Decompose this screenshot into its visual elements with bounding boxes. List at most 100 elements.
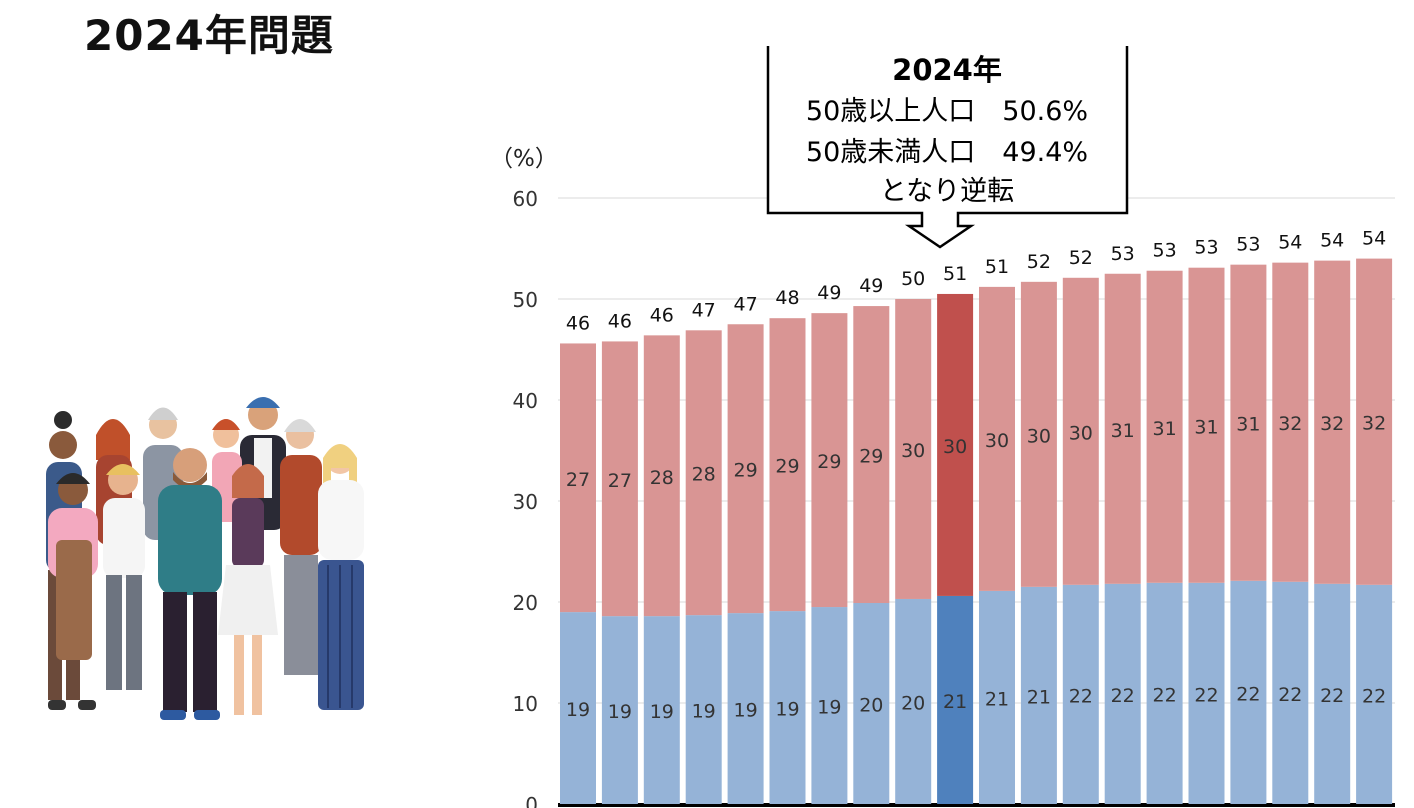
lower-value-label: 19: [650, 701, 674, 723]
lower-value-label: 22: [1153, 684, 1177, 706]
callout-box: 2024年 50歳以上人口 50.6% 50歳未満人口 49.4% となり逆転: [766, 46, 1129, 249]
bar-upper: [769, 318, 806, 612]
upper-value-label: 30: [901, 440, 925, 462]
total-value-label: 53: [1111, 243, 1135, 265]
bar-upper: [1230, 264, 1267, 581]
lower-value-label: 22: [1320, 685, 1344, 707]
lower-value-label: 21: [1027, 686, 1051, 708]
lower-value-label: 19: [734, 700, 758, 722]
callout-outline: [766, 46, 1129, 249]
y-tick-label: 40: [513, 389, 538, 413]
bar-lower: [937, 595, 974, 804]
bar-lower: [1188, 582, 1225, 804]
lower-value-label: 22: [1194, 684, 1218, 706]
person-front-3: [158, 448, 222, 720]
total-value-label: 47: [692, 299, 716, 321]
upper-value-label: 31: [1194, 416, 1218, 438]
total-value-label: 54: [1362, 228, 1386, 250]
total-value-label: 54: [1320, 230, 1344, 252]
bar-lower: [769, 611, 806, 804]
upper-value-label: 32: [1278, 413, 1302, 435]
upper-value-label: 31: [1236, 414, 1260, 436]
bar-lower: [979, 590, 1015, 804]
bar-upper: [1356, 258, 1393, 585]
person-back-5: [280, 419, 322, 675]
total-value-label: 51: [985, 256, 1009, 278]
total-value-label: 46: [566, 312, 590, 334]
lower-value-label: 22: [1236, 683, 1260, 705]
bar-upper: [979, 286, 1015, 591]
lower-value-label: 22: [1278, 684, 1302, 706]
bar-lower: [853, 603, 890, 804]
bar-upper: [560, 343, 596, 613]
total-value-label: 54: [1278, 232, 1302, 254]
bar-lower: [643, 616, 680, 804]
total-value-label: 49: [859, 275, 883, 297]
upper-value-label: 29: [775, 456, 799, 478]
total-value-label: 53: [1236, 234, 1260, 256]
total-value-label: 46: [650, 304, 674, 326]
bar-upper: [895, 299, 932, 599]
upper-value-label: 29: [734, 460, 758, 482]
lower-value-label: 21: [943, 691, 967, 713]
upper-value-label: 27: [566, 469, 590, 491]
bar-upper: [1020, 281, 1057, 587]
total-value-label: 49: [817, 282, 841, 304]
upper-value-label: 30: [943, 436, 967, 458]
bar-lower: [560, 612, 596, 804]
y-tick-label: 20: [513, 591, 538, 615]
upper-value-label: 27: [608, 470, 632, 492]
upper-value-label: 29: [817, 451, 841, 473]
upper-value-label: 32: [1320, 413, 1344, 435]
lower-value-label: 19: [817, 697, 841, 719]
callout-line-4: となり逆転: [880, 176, 1014, 207]
total-value-label: 53: [1153, 240, 1177, 262]
y-tick-label: 60: [513, 187, 538, 211]
bar-lower: [685, 615, 722, 804]
callout-line-1: 2024年: [892, 53, 1002, 87]
bar-upper: [1062, 277, 1099, 585]
total-value-label: 47: [734, 293, 758, 315]
bar-upper: [1188, 267, 1225, 583]
bar-upper: [1104, 273, 1141, 584]
data-labels: 19 27 46 19 27 46 19 28 46 19 28 47 19 29 47 19 29 48 19 29…: [566, 228, 1386, 723]
grid-lines: [558, 197, 1395, 704]
lower-value-label: 22: [1069, 685, 1093, 707]
lower-value-label: 20: [901, 692, 925, 714]
lower-value-label: 19: [775, 699, 799, 721]
bar-upper: [811, 313, 848, 608]
bar-lower: [1062, 584, 1099, 804]
bar-lower: [1146, 582, 1183, 804]
upper-value-label: 30: [1069, 422, 1093, 444]
bar-lower: [1230, 580, 1267, 804]
upper-value-label: 32: [1362, 413, 1386, 435]
bar-lower: [601, 616, 638, 804]
bar-lower: [1356, 584, 1393, 804]
total-value-label: 52: [1069, 247, 1093, 269]
total-value-label: 50: [901, 268, 925, 290]
total-value-label: 48: [775, 287, 799, 309]
bar-lower: [895, 598, 932, 804]
bar-upper: [727, 324, 764, 614]
page-title: 2024年問題: [84, 11, 334, 60]
lower-value-label: 22: [1362, 685, 1386, 707]
total-value-label: 52: [1027, 251, 1051, 273]
y-tick-label: 30: [513, 490, 538, 514]
lower-value-label: 22: [1111, 685, 1135, 707]
lower-value-label: 19: [608, 701, 632, 723]
upper-value-label: 31: [1111, 420, 1135, 442]
bar-upper: [937, 293, 974, 596]
total-value-label: 46: [608, 310, 632, 332]
total-value-label: 53: [1194, 237, 1218, 259]
y-tick-label: 50: [513, 288, 538, 312]
lower-value-label: 21: [985, 688, 1009, 710]
y-unit-label: （%）: [490, 146, 558, 172]
bar-lower: [1020, 586, 1057, 804]
upper-value-label: 28: [692, 464, 716, 486]
person-front-1: [48, 473, 98, 710]
bar-upper: [1272, 262, 1309, 582]
callout-line-2: 50歳以上人口 50.6%: [806, 96, 1088, 127]
bar-lower: [1104, 583, 1141, 804]
upper-value-label: 28: [650, 467, 674, 489]
